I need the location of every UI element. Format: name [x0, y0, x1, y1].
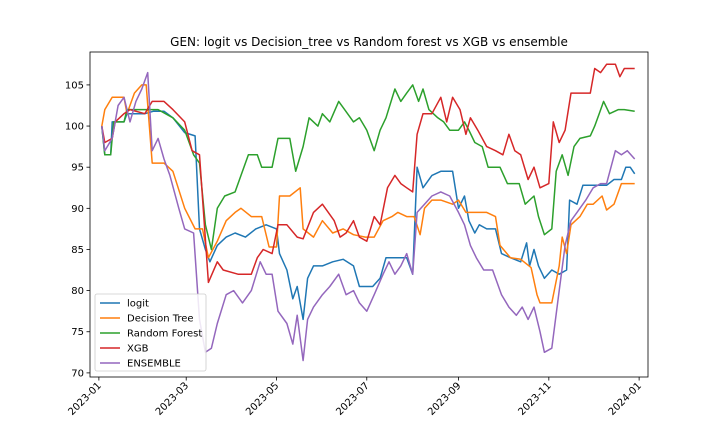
y-tick-label: 85 — [71, 245, 84, 256]
series-line-decision-tree — [101, 84, 635, 304]
y-tick-label: 80 — [71, 286, 84, 297]
series-line-ensemble — [101, 71, 636, 362]
y-tick-label: 100 — [65, 122, 84, 133]
y-tick-label: 70 — [71, 368, 84, 379]
y-tick-label: 75 — [71, 327, 84, 338]
legend-label-logit: logit — [127, 299, 149, 310]
legend-label-random-forest: Random Forest — [127, 329, 202, 340]
y-tick-label: 105 — [65, 80, 84, 91]
legend-box — [94, 293, 207, 372]
legend-label-xgb: XGB — [127, 344, 149, 355]
series-line-xgb — [101, 63, 635, 284]
plot-frame — [89, 51, 649, 378]
series-line-random-forest — [101, 84, 635, 251]
y-tick-label: 95 — [71, 163, 84, 174]
legend: logit Decision Tree Random Forest XGB ENSEMB… — [94, 293, 207, 372]
series-layer — [101, 63, 636, 362]
y-axis: 70 75 80 85 90 95 100 105 — [65, 80, 90, 379]
y-tick-label: 90 — [71, 204, 84, 215]
legend-label-ensemble: ENSEMBLE — [127, 359, 181, 370]
legend-label-decision-tree: Decision Tree — [127, 314, 194, 325]
chart-title: GEN: logit vs Decision_tree vs Random fo… — [170, 35, 568, 49]
